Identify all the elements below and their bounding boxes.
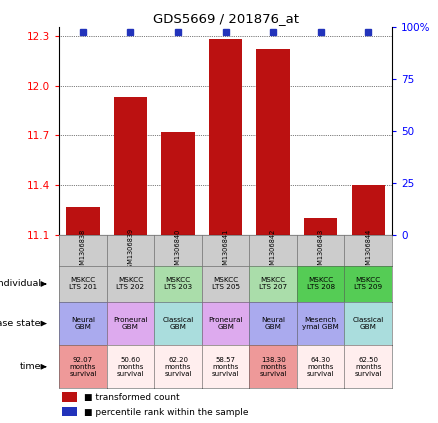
- Text: 58.57
months
survival: 58.57 months survival: [212, 357, 239, 377]
- Bar: [114, 97, 147, 235]
- Text: 62.50
months
survival: 62.50 months survival: [354, 357, 382, 377]
- Text: GSM1306844: GSM1306844: [365, 228, 371, 272]
- Bar: [63, 407, 78, 416]
- Text: 50.60
months
survival: 50.60 months survival: [117, 357, 144, 377]
- Text: Proneural
GBM: Proneural GBM: [208, 317, 243, 330]
- Text: Mesench
ymal GBM: Mesench ymal GBM: [302, 317, 339, 330]
- Bar: [161, 132, 194, 235]
- Text: GSM1306843: GSM1306843: [318, 228, 324, 272]
- Bar: [209, 39, 242, 235]
- Text: Neural
GBM: Neural GBM: [71, 317, 95, 330]
- Text: Classical
GBM: Classical GBM: [162, 317, 194, 330]
- Text: time: time: [20, 362, 41, 371]
- Bar: [66, 206, 99, 235]
- Text: MSKCC
LTS 209: MSKCC LTS 209: [354, 277, 382, 291]
- Text: MSKCC
LTS 208: MSKCC LTS 208: [307, 277, 335, 291]
- Text: individual: individual: [0, 280, 41, 288]
- Text: MSKCC
LTS 202: MSKCC LTS 202: [117, 277, 145, 291]
- Text: 64.30
months
survival: 64.30 months survival: [307, 357, 335, 377]
- Text: MSKCC
LTS 203: MSKCC LTS 203: [164, 277, 192, 291]
- Bar: [257, 49, 290, 235]
- Text: disease state: disease state: [0, 319, 41, 328]
- Text: ■ percentile rank within the sample: ■ percentile rank within the sample: [84, 408, 249, 417]
- Text: Neural
GBM: Neural GBM: [261, 317, 285, 330]
- Bar: [304, 218, 337, 235]
- Text: GSM1306840: GSM1306840: [175, 228, 181, 272]
- Text: MSKCC
LTS 201: MSKCC LTS 201: [69, 277, 97, 291]
- Text: GSM1306842: GSM1306842: [270, 228, 276, 272]
- Text: 138.30
months
survival: 138.30 months survival: [259, 357, 287, 377]
- Bar: [63, 392, 78, 402]
- Text: GSM1306839: GSM1306839: [127, 228, 134, 272]
- Text: GSM1306838: GSM1306838: [80, 228, 86, 272]
- Text: Proneural
GBM: Proneural GBM: [113, 317, 148, 330]
- Text: MSKCC
LTS 205: MSKCC LTS 205: [212, 277, 240, 291]
- Text: ■ transformed count: ■ transformed count: [84, 393, 180, 402]
- Text: 92.07
months
survival: 92.07 months survival: [69, 357, 97, 377]
- Text: Classical
GBM: Classical GBM: [353, 317, 384, 330]
- Text: MSKCC
LTS 207: MSKCC LTS 207: [259, 277, 287, 291]
- Title: GDS5669 / 201876_at: GDS5669 / 201876_at: [152, 12, 299, 25]
- Text: 62.20
months
survival: 62.20 months survival: [164, 357, 192, 377]
- Text: GSM1306841: GSM1306841: [223, 228, 229, 272]
- Bar: [352, 185, 385, 235]
